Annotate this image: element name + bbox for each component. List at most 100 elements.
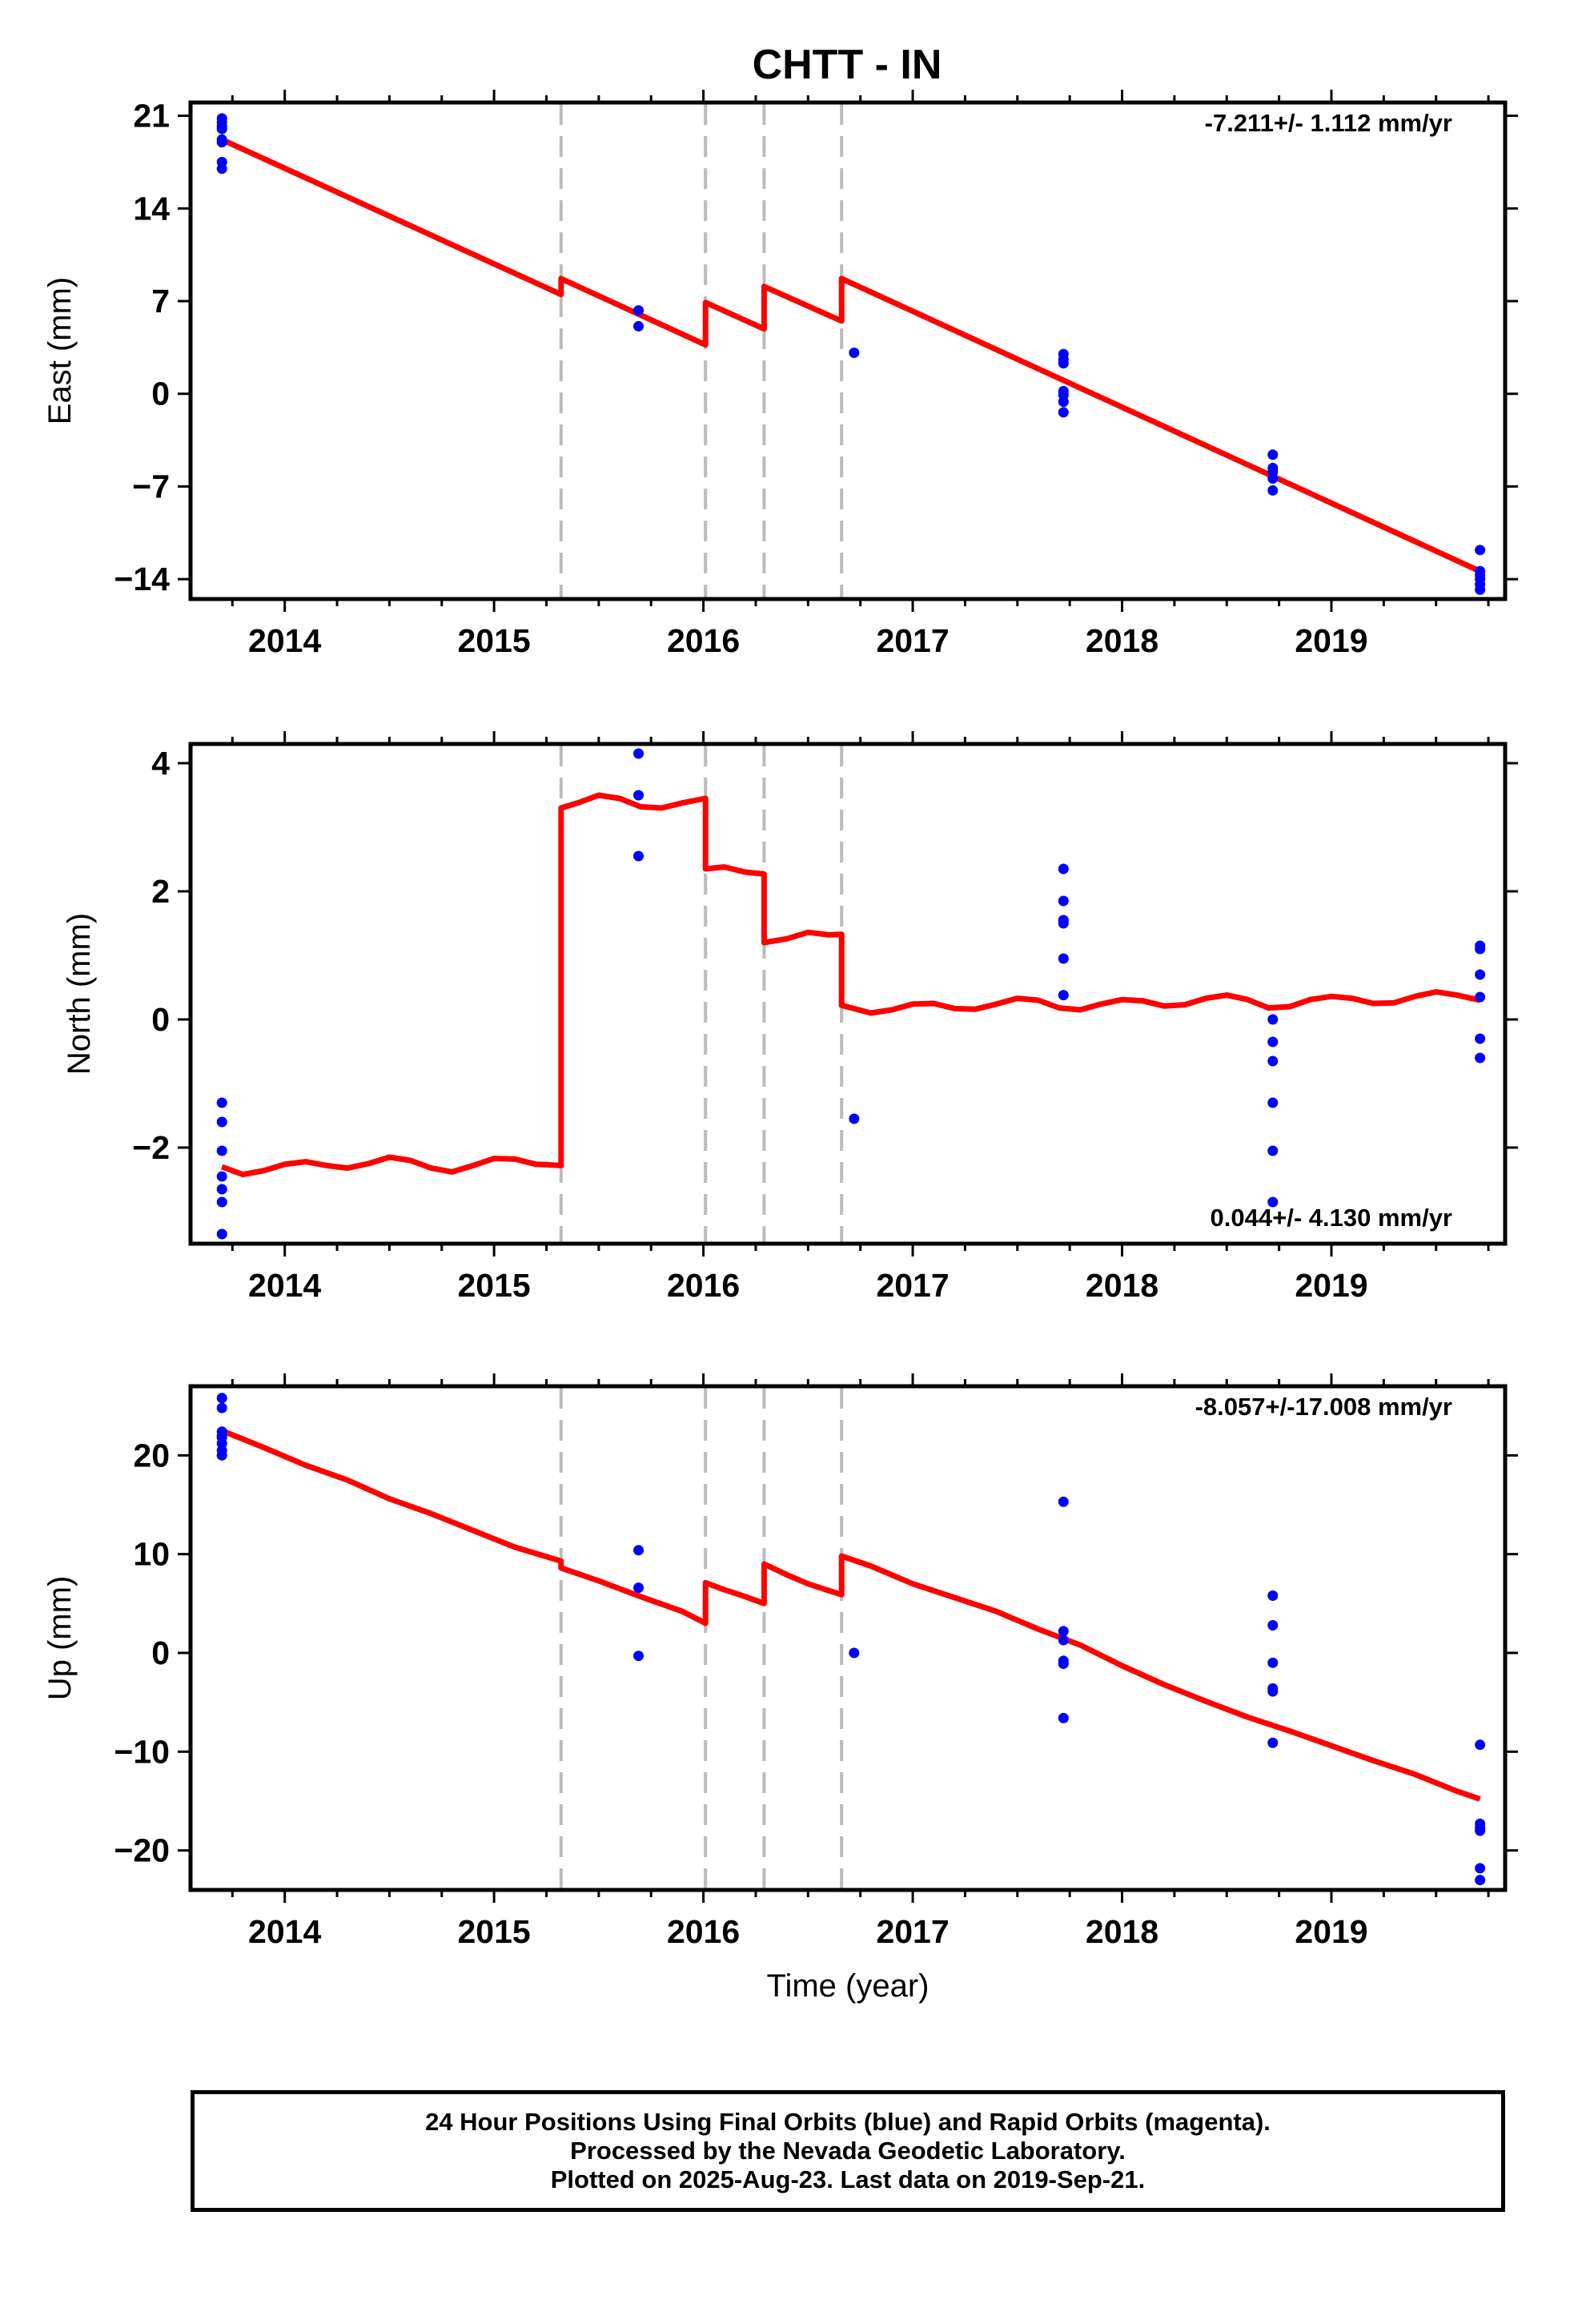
data-point bbox=[1267, 1097, 1279, 1108]
data-point bbox=[633, 748, 644, 759]
data-point bbox=[216, 1228, 227, 1240]
data-point bbox=[1475, 991, 1486, 1003]
data-point bbox=[1475, 943, 1486, 955]
data-point bbox=[216, 1184, 227, 1195]
plot-frame bbox=[188, 100, 1508, 601]
data-point bbox=[216, 1402, 227, 1413]
data-point bbox=[1267, 1196, 1279, 1208]
data-point bbox=[1475, 545, 1486, 556]
data-point bbox=[633, 305, 644, 316]
data-point bbox=[633, 1582, 644, 1594]
data-point bbox=[216, 121, 227, 132]
data-point bbox=[1058, 895, 1069, 907]
x-tick-label: 2014 bbox=[248, 1267, 321, 1304]
data-point bbox=[216, 1196, 227, 1208]
x-tick-label: 2019 bbox=[1295, 622, 1367, 659]
data-point bbox=[216, 1449, 227, 1461]
data-point bbox=[1475, 969, 1486, 980]
x-tick-label: 2019 bbox=[1295, 1267, 1367, 1304]
data-point bbox=[1267, 485, 1279, 496]
x-tick-label: 2017 bbox=[876, 622, 949, 659]
data-point bbox=[1058, 407, 1069, 418]
data-point bbox=[1267, 1590, 1279, 1601]
data-point bbox=[216, 1145, 227, 1156]
data-point bbox=[1058, 396, 1069, 408]
y-tick-label: 10 bbox=[133, 1536, 170, 1573]
data-point bbox=[1058, 1634, 1069, 1646]
x-tick-label: 2014 bbox=[248, 622, 321, 659]
panels: 2014 2015 2016 2017 2018 2019 21 14 7 0 −7 −14 -7.21… bbox=[42, 90, 1518, 2004]
y-tick-label: −7 bbox=[132, 468, 170, 505]
data-point bbox=[633, 1651, 644, 1662]
y-tick-label: 0 bbox=[151, 376, 170, 412]
x-tick-label: 2018 bbox=[1086, 622, 1158, 659]
data-point bbox=[1475, 1739, 1486, 1751]
data-point bbox=[1475, 1825, 1486, 1836]
data-point bbox=[849, 1647, 860, 1659]
model-fit-line bbox=[220, 792, 1481, 1178]
data-point bbox=[1475, 1875, 1486, 1886]
data-point bbox=[1267, 449, 1279, 460]
data-point bbox=[216, 1097, 227, 1108]
data-point bbox=[1267, 1145, 1279, 1156]
data-point bbox=[1058, 953, 1069, 964]
y-tick-label: 0 bbox=[151, 1634, 170, 1671]
model-fit-line bbox=[220, 1428, 1481, 1802]
y-tick-label: −20 bbox=[114, 1832, 170, 1869]
data-point bbox=[216, 163, 227, 175]
y-tick-label: 2 bbox=[151, 873, 170, 910]
data-point bbox=[1267, 1737, 1279, 1748]
x-tick-label: 2015 bbox=[458, 622, 531, 659]
y-tick-label: 21 bbox=[133, 98, 170, 135]
y-tick-label: 14 bbox=[133, 190, 170, 227]
data-point bbox=[1267, 1686, 1279, 1697]
x-tick-label: 2016 bbox=[667, 622, 740, 659]
data-point bbox=[1058, 863, 1069, 875]
data-point bbox=[633, 1545, 644, 1556]
data-point bbox=[849, 347, 860, 358]
data-point bbox=[1058, 1626, 1069, 1637]
data-point bbox=[216, 137, 227, 148]
data-point bbox=[1267, 1036, 1279, 1047]
x-tick-label: 2015 bbox=[458, 1913, 531, 1950]
velocity-label: -8.057+/-17.008 mm/yr bbox=[1195, 1393, 1452, 1421]
x-tick-label: 2017 bbox=[876, 1913, 949, 1950]
data-point bbox=[216, 1430, 227, 1441]
data-point bbox=[216, 1116, 227, 1128]
data-point bbox=[1058, 358, 1069, 369]
velocity-label: -7.211+/- 1.112 mm/yr bbox=[1205, 109, 1452, 137]
y-tick-label: 20 bbox=[133, 1437, 170, 1474]
data-point bbox=[1267, 1657, 1279, 1668]
y-tick-label: 4 bbox=[151, 745, 170, 782]
footer-box: 24 Hour Positions Using Final Orbits (bl… bbox=[191, 2090, 1505, 2212]
footer-line-2: Processed by the Nevada Geodetic Laborat… bbox=[570, 2137, 1126, 2165]
data-point bbox=[216, 1171, 227, 1182]
data-point bbox=[1475, 584, 1486, 595]
data-point bbox=[1058, 1659, 1069, 1670]
x-tick-label: 2016 bbox=[667, 1267, 740, 1304]
panel-3: 2014 2015 2016 2017 2018 2019 20 10 0 −10 −20 -8.05… bbox=[42, 1373, 1518, 2004]
data-point bbox=[1058, 1496, 1069, 1507]
y-tick-label: 7 bbox=[151, 283, 170, 320]
x-tick-label: 2018 bbox=[1086, 1913, 1158, 1950]
x-tick-label: 2016 bbox=[667, 1913, 740, 1950]
data-point bbox=[633, 850, 644, 862]
x-tick-label: 2018 bbox=[1086, 1267, 1158, 1304]
panel-1: 2014 2015 2016 2017 2018 2019 21 14 7 0 −7 −14 -7.21… bbox=[42, 90, 1518, 659]
x-tick-label: 2019 bbox=[1295, 1913, 1367, 1950]
data-point bbox=[216, 1393, 227, 1404]
x-tick-label: 2015 bbox=[458, 1267, 531, 1304]
y-axis-label: East (mm) bbox=[42, 277, 78, 424]
x-tick-label: 2017 bbox=[876, 1267, 949, 1304]
panel-2: 2014 2015 2016 2017 2018 2019 4 2 0 −2 0.044+/- 4.… bbox=[62, 731, 1518, 1304]
data-point bbox=[1267, 1014, 1279, 1025]
velocity-label: 0.044+/- 4.130 mm/yr bbox=[1211, 1204, 1452, 1232]
y-tick-label: −2 bbox=[132, 1129, 170, 1166]
y-tick-label: 0 bbox=[151, 1001, 170, 1038]
data-point bbox=[1267, 1619, 1279, 1630]
data-point bbox=[1475, 1033, 1486, 1044]
data-point bbox=[1058, 990, 1069, 1001]
data-point bbox=[1267, 473, 1279, 485]
data-point bbox=[1267, 1055, 1279, 1067]
